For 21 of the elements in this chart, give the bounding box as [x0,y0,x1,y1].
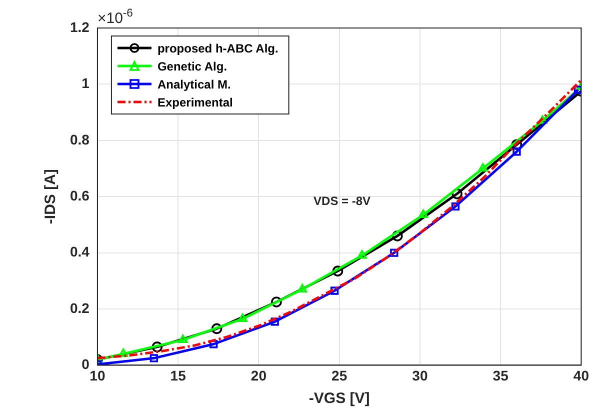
x-tick-label: 15 [170,367,186,384]
x-tick-label: 25 [332,367,348,384]
legend-label: Experimental [157,95,233,110]
y-tick-label: 0.2 [70,300,90,316]
legend-label: proposed h-ABC Alg. [157,41,278,56]
y-axis-title: -IDS [A] [42,169,60,224]
x-axis-title: -VGS [V] [308,390,370,408]
x-tick-label: 20 [250,367,267,384]
y-tick-label: 0.8 [70,131,90,148]
x-tick-label: 10 [90,367,106,384]
x-tick-label: 40 [573,367,590,384]
legend-label: Genetic Alg. [157,59,228,74]
legend-label: Analytical M. [157,77,231,92]
annotation: VDS = -8V [314,194,371,208]
y-tick-label: 0 [82,356,90,372]
x-tick-label: 30 [412,367,428,384]
x-tick-label: 35 [492,367,509,384]
y-tick-label: 1.2 [70,18,90,35]
y-tick-label: 1 [82,75,90,92]
y-tick-label: 0.6 [70,187,90,204]
y-tick-label: 0.4 [70,244,90,260]
